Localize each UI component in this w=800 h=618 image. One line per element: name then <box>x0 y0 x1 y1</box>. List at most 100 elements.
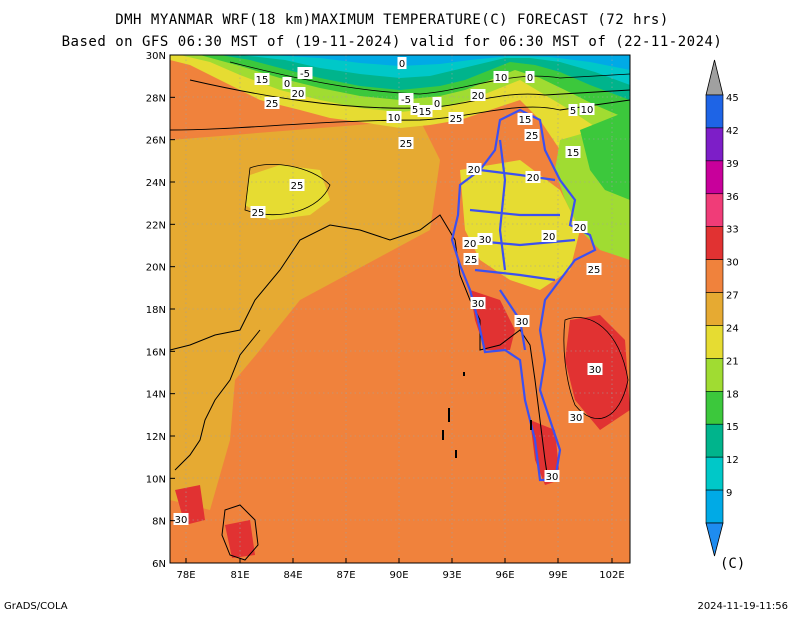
contour-label-bg <box>466 163 482 175</box>
colorbar-segment <box>705 160 724 195</box>
lon-label: 93E <box>442 570 461 581</box>
contour-label: 15 <box>567 148 580 159</box>
lat-label: 26N <box>146 136 166 147</box>
contour-label: 15 <box>519 115 532 126</box>
contour-label: 10 <box>495 73 508 84</box>
colorbar-segment <box>705 226 724 260</box>
colorbar-bottom-cap <box>705 522 724 557</box>
contour-label: 5 <box>570 106 576 117</box>
contour-label: 5 <box>412 105 418 116</box>
contour-label: 0 <box>527 73 533 84</box>
lon-label: 96E <box>495 570 514 581</box>
contour-label: 25 <box>450 114 463 125</box>
contour-label-bg <box>517 113 533 125</box>
contour-label-bg <box>470 89 486 101</box>
lon-label: 78E <box>176 570 195 581</box>
contour-label: 25 <box>588 265 601 276</box>
colorbar-segment <box>705 358 724 392</box>
contour-label: 10 <box>581 105 594 116</box>
india-yellow-fill <box>245 165 330 220</box>
contour-india-25 <box>244 163 331 216</box>
contour-label-bg <box>462 237 478 249</box>
contour-label: 0 <box>399 59 405 70</box>
lon-label: 99E <box>548 570 567 581</box>
colorbar-level-label: 30 <box>726 258 739 269</box>
latitude-labels: 30N 28N 26N 24N 22N 20N 18N 16N 14N 12N 10N 8N 6N <box>146 51 166 570</box>
contour-label-bg <box>410 103 420 115</box>
contour-label-bg <box>398 93 414 105</box>
contour-thai-30 <box>563 317 629 419</box>
colorbar-segment <box>705 127 724 162</box>
contour-label: 20 <box>527 173 540 184</box>
lat-label: 12N <box>146 432 166 443</box>
contour-label-bg <box>525 171 541 183</box>
contour-label-bg <box>173 513 189 525</box>
lat-label: 16N <box>146 347 166 358</box>
colorbar-segment <box>705 423 724 458</box>
contour-label: 15 <box>419 107 432 118</box>
colorbar-level-label: 24 <box>726 323 739 334</box>
colorbar-level-label: 18 <box>726 389 739 400</box>
colorbar-level-label: 21 <box>726 356 739 367</box>
contour-label: 30 <box>175 515 188 526</box>
contour-15 <box>229 61 630 95</box>
lat-label: 28N <box>146 93 166 104</box>
contour-label-bg <box>514 315 530 327</box>
colorbar-segment <box>705 259 724 293</box>
latitude-ticks <box>170 54 175 564</box>
colorbar-unit-label: (C) <box>720 556 746 572</box>
contour-label: 15 <box>256 75 269 86</box>
colorbar-segment <box>705 391 724 425</box>
colorbar-level-label: 12 <box>726 455 739 466</box>
contour-labels: 0150-52025010020-55150102515255102515202… <box>173 57 603 526</box>
colorbar-segment <box>705 325 724 359</box>
contour-label-bg <box>587 363 603 375</box>
contour-label: 30 <box>479 235 492 246</box>
contour-label: -5 <box>401 95 411 106</box>
contour-label-bg <box>282 77 292 89</box>
lat-label: 6N <box>152 559 166 570</box>
lon-label: 90E <box>389 570 408 581</box>
contour-label-bg <box>264 97 280 109</box>
contour-label-bg <box>477 233 493 245</box>
lon-label: 84E <box>283 570 302 581</box>
colorbar-segment <box>705 456 724 491</box>
srilanka-coast <box>221 504 259 561</box>
contour-25 <box>170 99 630 131</box>
lat-label: 14N <box>146 390 166 401</box>
coastline <box>170 214 549 481</box>
map-title-line2: Based on GFS 06:30 MST of (19-11-2024) v… <box>61 34 723 50</box>
contour-label-bg <box>417 105 433 117</box>
contour-label: 25 <box>526 131 539 142</box>
srilanka-hot-fill <box>225 520 255 558</box>
colorbar-segment <box>705 489 724 524</box>
contour-label-bg <box>250 206 266 218</box>
contour-label-bg <box>568 411 584 423</box>
ne-darkgreen-fill <box>580 110 630 200</box>
colorbar-segment <box>705 193 724 227</box>
contour-label: 20 <box>574 223 587 234</box>
colorbar-top-cap <box>705 59 724 96</box>
contour-label-bg <box>398 137 414 149</box>
map-title-line1: DMH MYANMAR WRF(18 km)MAXIMUM TEMPERATUR… <box>115 12 669 28</box>
colorbar-level-label: 9 <box>726 488 732 499</box>
contour-label: 30 <box>570 413 583 424</box>
lat-label: 24N <box>146 178 166 189</box>
colorbar-level-label: 15 <box>726 422 739 433</box>
lat-label: 18N <box>146 305 166 316</box>
lat-label: 20N <box>146 263 166 274</box>
contour-label-bg <box>397 57 407 69</box>
contour-label: 10 <box>388 113 401 124</box>
contour-label: -5 <box>300 69 310 80</box>
contour-label: 30 <box>546 472 559 483</box>
colorbar-segment <box>705 292 724 326</box>
lon-label: 102E <box>599 570 624 581</box>
myanmar-boundaries <box>450 108 597 482</box>
contour-label-bg <box>448 112 464 124</box>
map-fill <box>170 55 630 563</box>
contour-label: 20 <box>472 91 485 102</box>
contour-label: 0 <box>284 79 290 90</box>
contour-label-bg <box>565 146 581 158</box>
andaman-islands <box>442 372 532 458</box>
lat-label: 8N <box>152 517 166 528</box>
